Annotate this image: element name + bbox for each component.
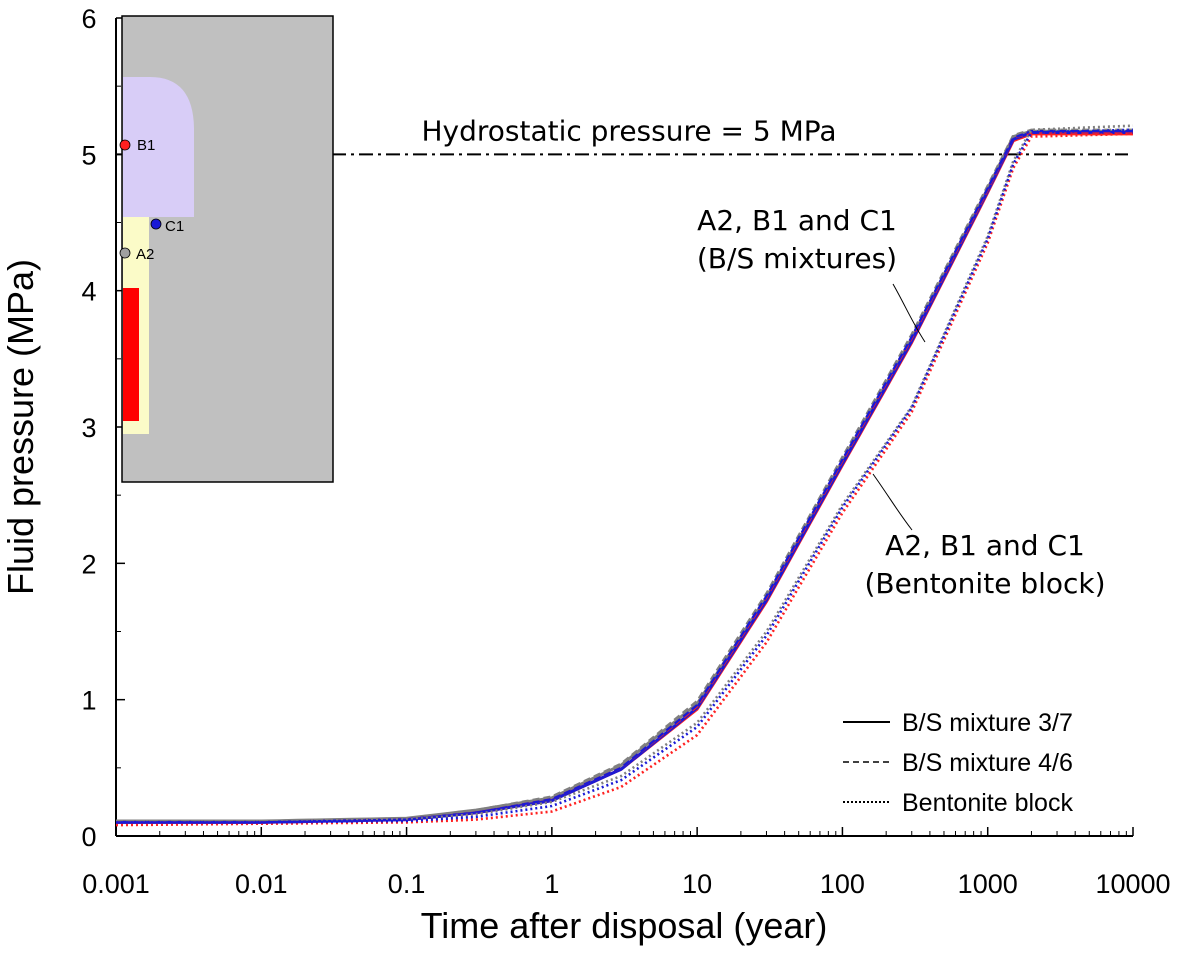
annotation-mixtures: A2, B1 and C1 (B/S mixtures) <box>697 204 926 343</box>
inset-point-b1 <box>119 139 131 151</box>
annotation-bentonite: A2, B1 and C1 (Bentonite block) <box>864 473 1106 600</box>
inset-point-c1 <box>150 218 162 230</box>
x-tick-label: 100 <box>820 869 865 899</box>
x-axis-title: Time after disposal (year) <box>421 905 828 946</box>
data-series <box>115 124 1134 827</box>
legend: B/S mixture 3/7 B/S mixture 4/6 Bentonit… <box>843 709 1073 817</box>
annotation-bentonite-line2: (Bentonite block) <box>864 567 1105 600</box>
inset-point-a2 <box>119 247 131 259</box>
series-line-c1-dashed <box>116 129 1133 824</box>
inset-label-a2: A2 <box>136 246 154 263</box>
y-tick-label: 1 <box>81 686 96 716</box>
x-tick-label: 1000 <box>958 869 1018 899</box>
x-tick-label: 0.01 <box>235 869 288 899</box>
series-line-a2-dotted <box>116 124 1134 823</box>
inset-label-c1: C1 <box>165 218 184 235</box>
legend-label-mixture-4-6: B/S mixture 4/6 <box>902 749 1073 777</box>
y-tick-label: 3 <box>81 413 96 443</box>
x-tick-label: 1 <box>544 869 559 899</box>
legend-label-mixture-3-7: B/S mixture 3/7 <box>902 709 1073 737</box>
annotation-mixtures-line2: (B/S mixtures) <box>697 242 897 275</box>
x-tick-label: 10 <box>682 869 712 899</box>
y-tick-label: 6 <box>81 4 96 34</box>
annotation-bentonite-line1: A2, B1 and C1 <box>885 529 1085 562</box>
y-tick-label: 2 <box>81 549 96 579</box>
x-tick-label: 0.001 <box>82 869 150 899</box>
x-tick-label: 10000 <box>1095 869 1170 899</box>
y-tick-label: 0 <box>81 822 96 852</box>
x-tick-label: 0.1 <box>388 869 426 899</box>
y-tick-label: 5 <box>81 140 96 170</box>
annotation-bentonite-leader <box>872 473 913 531</box>
inset-schematic: B1 C1 A2 <box>119 15 334 483</box>
hydrostatic-label: Hydrostatic pressure = 5 MPa <box>421 114 836 147</box>
annotation-mixtures-leader <box>892 283 926 343</box>
y-axis-title: Fluid pressure (MPa) <box>0 259 41 595</box>
legend-label-bentonite: Bentonite block <box>902 789 1073 817</box>
series-line-c1-dotted <box>116 128 1134 824</box>
annotation-mixtures-line1: A2, B1 and C1 <box>697 204 897 237</box>
series-line-b1-dotted <box>115 132 1134 827</box>
y-tick-label: 4 <box>81 277 96 307</box>
axis-ticks: 0.001 0.01 0.1 1 10 100 1000 10000 0 1 2 3 4 5 6 <box>81 4 1170 899</box>
series-line-a2-dashed <box>116 128 1133 823</box>
inset-label-b1: B1 <box>137 137 155 154</box>
inset-canister <box>123 288 139 421</box>
inset-backfill <box>123 77 194 217</box>
